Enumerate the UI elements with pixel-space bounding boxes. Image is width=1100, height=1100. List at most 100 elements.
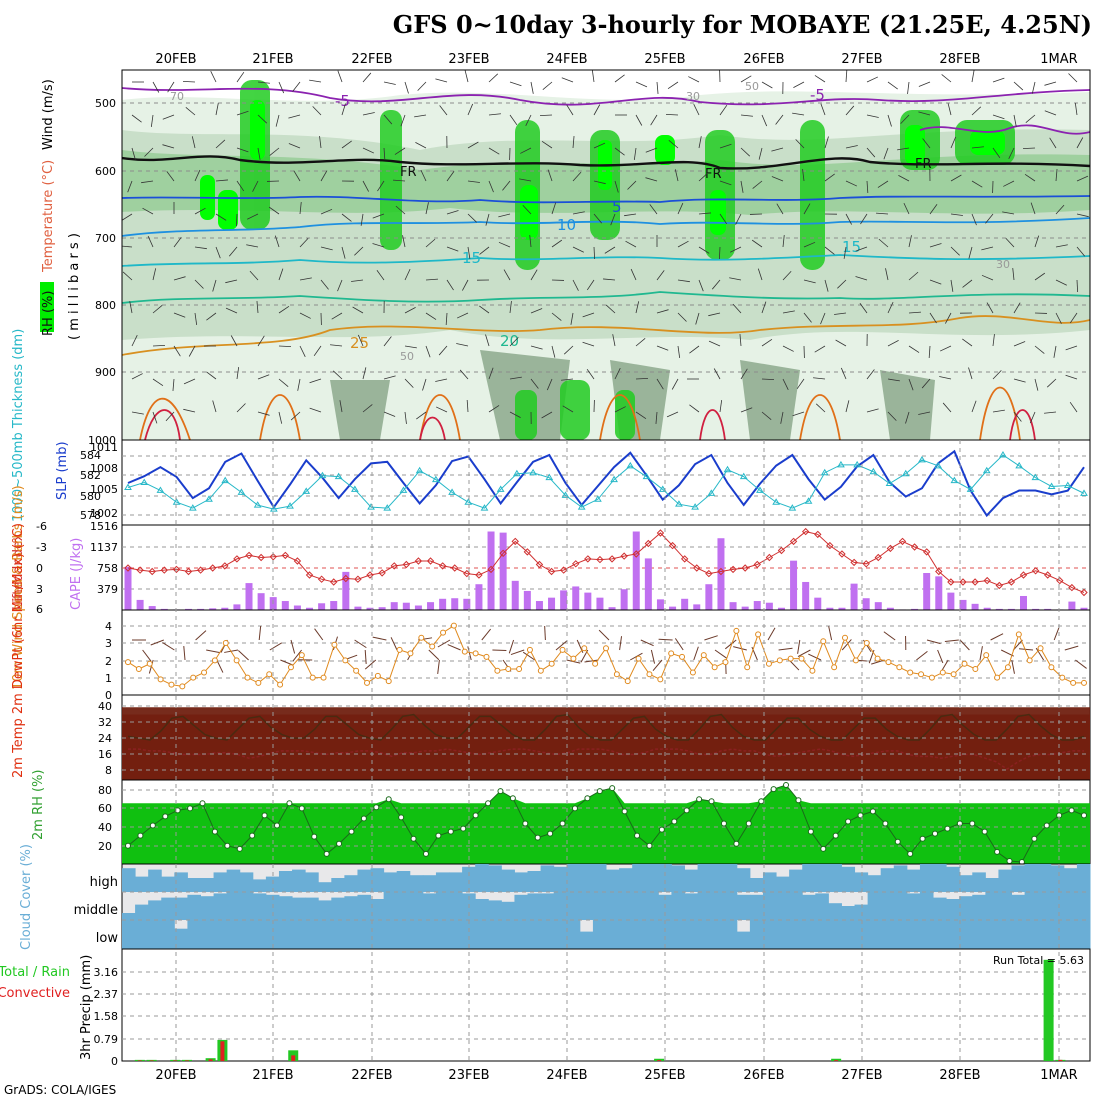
tick-label: 1.58 (94, 1010, 119, 1023)
thickness-slp-panel: 584 582 580 578 1011 1008 1005 1002 1000… (11, 329, 1091, 526)
wind-barb (733, 646, 747, 651)
tick-label: 3.16 (94, 966, 119, 979)
wind-barb (414, 114, 427, 118)
wind-barb (173, 345, 181, 357)
data-point (711, 664, 718, 671)
cape-bar (1068, 601, 1076, 610)
tick-label: 0 (105, 689, 112, 702)
wind-barb (885, 268, 889, 281)
wind-barb (725, 639, 737, 650)
wind-barb (551, 345, 556, 358)
wind-barb (225, 279, 238, 284)
cloud-bar (122, 868, 136, 892)
data-point (788, 504, 797, 511)
wind-barb (730, 246, 742, 253)
wind-barb (614, 180, 619, 193)
wind-barb (173, 237, 182, 248)
tick-label: 1011 (90, 441, 118, 454)
wind-barb (992, 147, 1001, 159)
wind-barb (456, 312, 469, 319)
data-point (765, 553, 774, 562)
data-point (269, 505, 278, 512)
tick-label: 32 (98, 716, 112, 729)
wind-barb (572, 171, 582, 182)
wind-barb (297, 378, 301, 391)
tick-label: 1 (105, 672, 112, 685)
date-label: 27FEB (841, 52, 882, 67)
data-point (440, 629, 447, 636)
wind-barb (150, 114, 154, 127)
wind-barb (210, 71, 217, 83)
wind-barb (481, 628, 491, 641)
data-point (472, 650, 479, 657)
cloud-bar (148, 900, 162, 920)
cloud-bar (972, 920, 986, 949)
tick-label: 8 (105, 764, 112, 777)
cloud-bar (776, 920, 790, 949)
contour-label: 50 (400, 350, 414, 363)
data-point (221, 476, 230, 484)
data-point (635, 655, 642, 662)
cloud-bar (1011, 920, 1026, 949)
wind-barb (593, 246, 596, 260)
data-point (1031, 567, 1040, 575)
cloud-bar (632, 920, 646, 949)
data-point (918, 455, 926, 463)
cloud-bar (959, 875, 973, 892)
wind-barb (950, 246, 960, 256)
cloud-bar (135, 876, 149, 892)
wind-barb (941, 74, 952, 83)
data-point (136, 566, 144, 574)
cape-bar (427, 602, 435, 610)
wind-barb (141, 180, 154, 184)
data-point (801, 527, 810, 536)
wind-barb (1034, 345, 1045, 354)
cape-bar (293, 605, 301, 610)
cape-bar (1044, 608, 1052, 610)
data-point (124, 564, 132, 572)
cloud-bar (723, 920, 738, 949)
data-point (353, 667, 360, 674)
wind-barb (341, 140, 352, 149)
data-point (814, 530, 822, 539)
data-point (745, 820, 752, 827)
data-point (1043, 822, 1050, 829)
wind-barb (992, 77, 1005, 83)
wind-barb (633, 147, 637, 160)
wind-barb (671, 378, 679, 390)
data-point (696, 796, 703, 803)
wind-barb (206, 371, 217, 380)
wind-barb (257, 335, 265, 347)
wind-barb (719, 143, 732, 149)
wind-barb (614, 406, 626, 413)
cloud-bar (1050, 892, 1065, 920)
data-point (480, 504, 489, 511)
contour-label: -5 (810, 86, 825, 104)
wind-barb (859, 303, 868, 314)
cloud-bar (187, 920, 201, 949)
wind-barb (971, 180, 983, 188)
cloud-bar (553, 920, 568, 949)
data-point (820, 845, 827, 852)
data-point (758, 798, 765, 805)
wind-barb (290, 639, 296, 654)
cape-bar (281, 601, 289, 610)
data-point (160, 566, 169, 574)
cloud-bar (514, 920, 529, 949)
wind-barb (230, 335, 238, 347)
wind-barb (740, 180, 744, 193)
data-point (205, 495, 213, 502)
wind-barb (1055, 204, 1065, 215)
data-point (675, 500, 683, 507)
cloud-bar (122, 913, 136, 920)
wind-barb (1035, 647, 1045, 661)
wind-barb (815, 403, 826, 413)
wind-barb (732, 303, 742, 314)
wind-barb (236, 147, 249, 153)
data-point (483, 653, 490, 660)
wind-barb (761, 338, 773, 347)
data-point (809, 667, 816, 674)
data-point (795, 797, 802, 804)
date-label: 22FEB (351, 52, 392, 67)
data-point (570, 655, 577, 662)
